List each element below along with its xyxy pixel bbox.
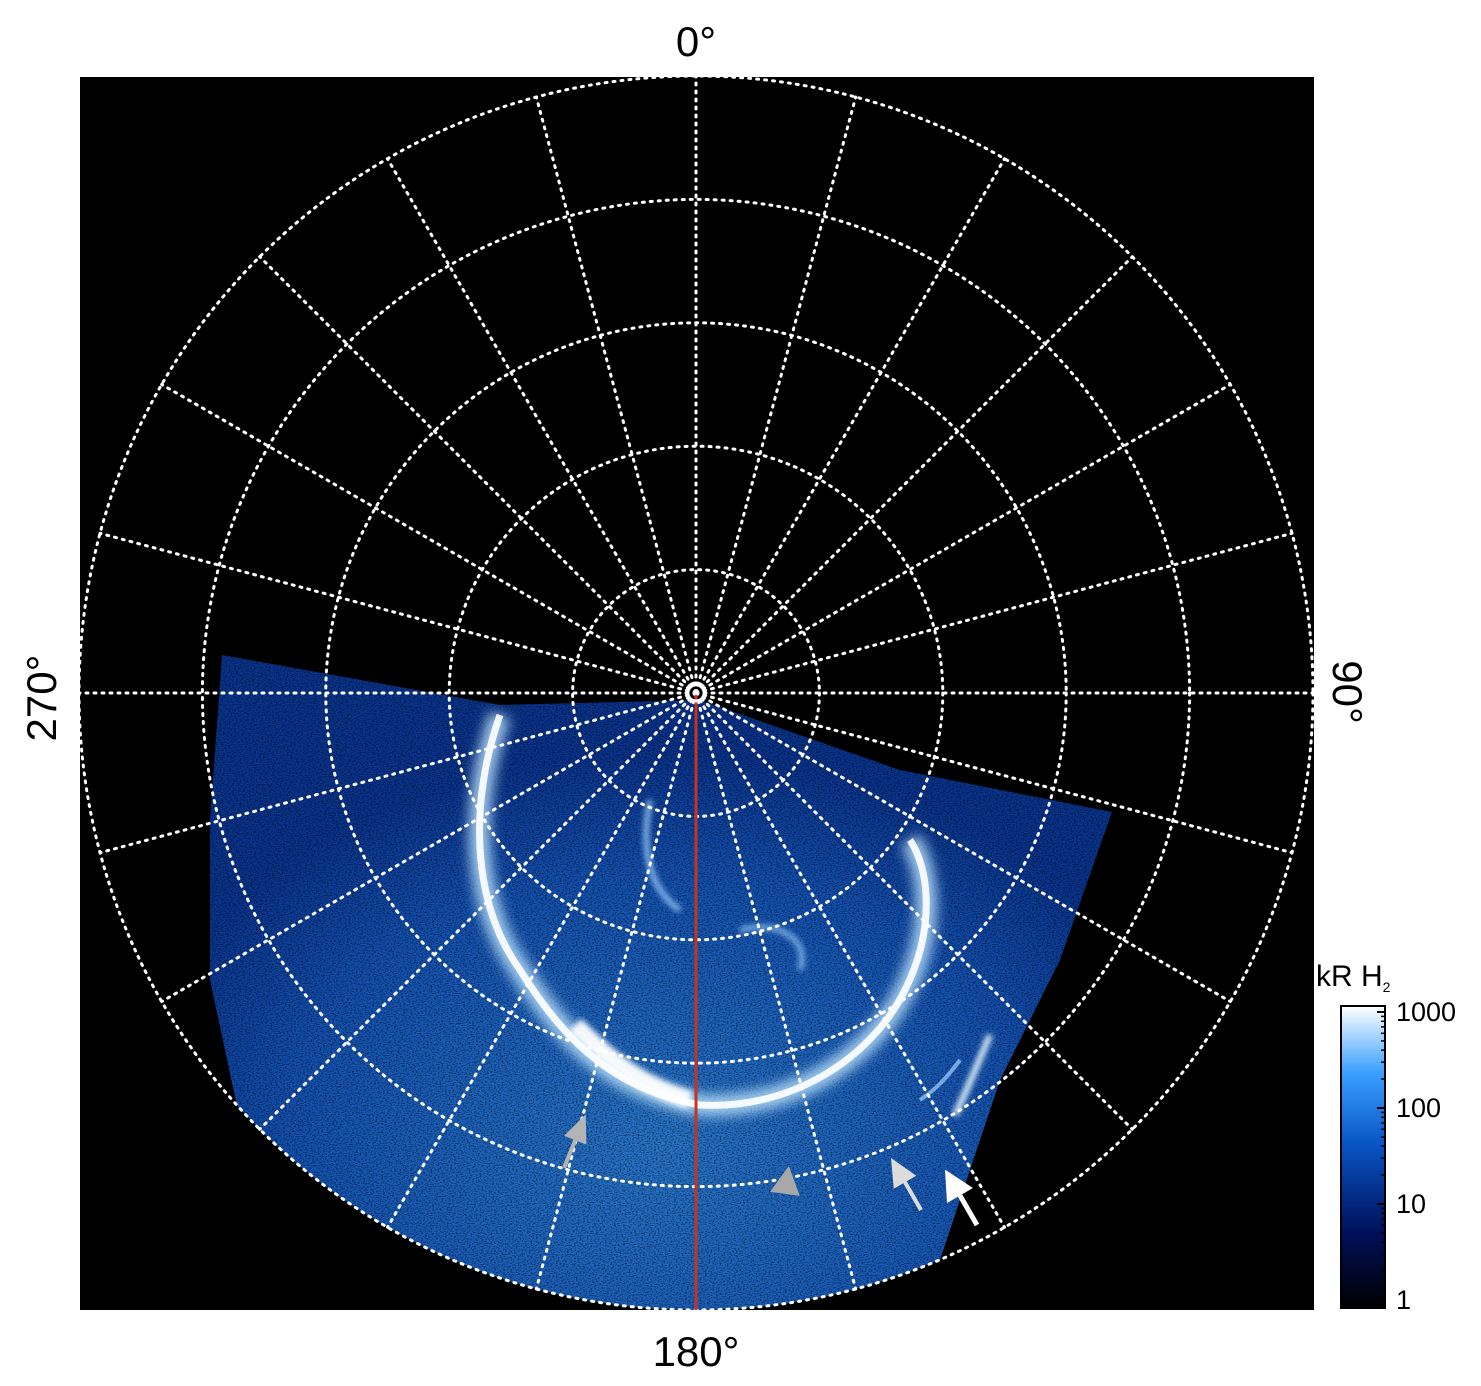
longitude-gridline bbox=[160, 691, 698, 1003]
longitude-gridline bbox=[694, 95, 858, 695]
longitude-gridline bbox=[160, 383, 698, 695]
main-auroral-oval bbox=[476, 713, 930, 1109]
longitude-gridline bbox=[694, 691, 858, 1291]
outer-emission-arc bbox=[952, 1033, 993, 1117]
pole-marker bbox=[685, 681, 707, 703]
colorbar-tick-label: 1 bbox=[1396, 1285, 1411, 1315]
colorbar-tick-label: 10 bbox=[1396, 1189, 1426, 1219]
colorbar-label: kR H2 bbox=[1316, 960, 1391, 995]
longitude-gridline bbox=[258, 691, 698, 1131]
longitude-gridline bbox=[534, 95, 698, 695]
colorbar-label-subscript: 2 bbox=[1383, 979, 1391, 995]
longitude-gridline bbox=[98, 691, 698, 855]
annotation-arrow bbox=[945, 1169, 980, 1227]
longitude-gridline bbox=[694, 383, 1232, 695]
longitude-gridline bbox=[694, 531, 1294, 695]
aurora-noise-texture bbox=[210, 655, 1112, 1310]
longitude-gridline bbox=[694, 157, 1006, 695]
longitude-gridline bbox=[258, 255, 698, 695]
outer-emission-arc bbox=[918, 1058, 962, 1102]
longitude-gridline bbox=[694, 691, 1232, 1003]
longitude-gridline bbox=[534, 691, 698, 1291]
inner-arc bbox=[739, 924, 805, 971]
longitude-gridline bbox=[694, 691, 1294, 855]
colorbar: kR H2 1 10 100 1000 bbox=[1316, 960, 1456, 1315]
longitude-gridline bbox=[386, 691, 698, 1229]
longitude-gridline bbox=[694, 691, 1134, 1131]
longitude-gridline bbox=[386, 157, 698, 695]
longitude-label-bottom: 180° bbox=[653, 1328, 740, 1375]
longitude-label-top: 0° bbox=[676, 18, 716, 65]
pole-marker-inner bbox=[693, 689, 699, 695]
annotation-arrow bbox=[770, 1166, 800, 1196]
colorbar-tick-label: 100 bbox=[1396, 1093, 1441, 1123]
annotation-arrow bbox=[891, 1158, 923, 1211]
longitude-gridline bbox=[694, 255, 1134, 695]
colorbar-tick-label: 1000 bbox=[1396, 997, 1456, 1027]
colorbar-ticks: 1 10 100 1000 bbox=[1377, 997, 1456, 1315]
longitude-gridline bbox=[694, 691, 1006, 1229]
bright-spot-glow bbox=[568, 1018, 693, 1109]
annotation-arrow bbox=[562, 1114, 587, 1169]
longitude-label-left: 270° bbox=[18, 655, 65, 742]
colorbar-label-main: kR H bbox=[1316, 960, 1383, 993]
longitude-label-right: 90° bbox=[1324, 660, 1371, 724]
colorbar-gradient bbox=[1340, 1005, 1386, 1309]
longitude-gridline bbox=[98, 531, 698, 695]
